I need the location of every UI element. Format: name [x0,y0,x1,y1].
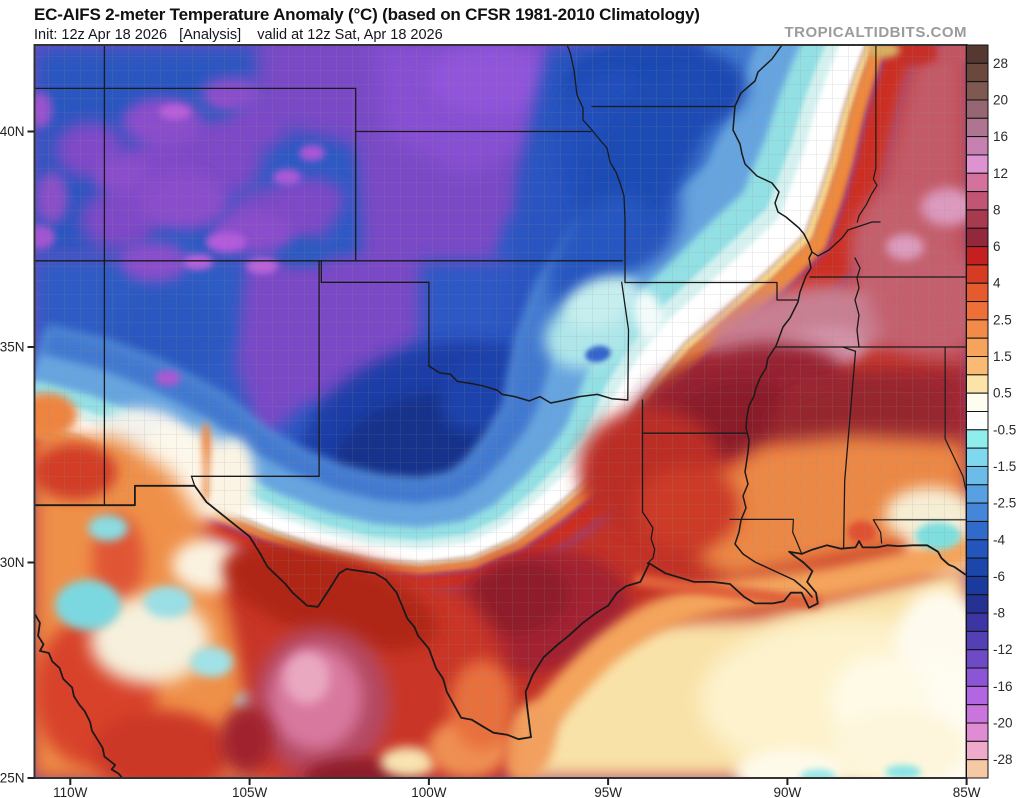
svg-text:-28: -28 [993,752,1013,767]
svg-text:1.5: 1.5 [993,349,1012,364]
svg-text:-6: -6 [993,569,1005,584]
svg-text:0.5: 0.5 [993,386,1012,401]
svg-text:25N: 25N [0,771,25,786]
svg-text:35N: 35N [0,340,25,355]
svg-text:-12: -12 [993,642,1013,657]
svg-text:-4: -4 [993,532,1005,547]
svg-text:110W: 110W [53,785,88,798]
svg-text:4: 4 [993,276,1001,291]
svg-text:16: 16 [993,129,1008,144]
svg-text:12: 12 [993,166,1008,181]
svg-text:2.5: 2.5 [993,312,1012,327]
svg-text:-2.5: -2.5 [993,496,1016,511]
svg-text:8: 8 [993,202,1001,217]
svg-text:40N: 40N [0,124,25,139]
svg-text:30N: 30N [0,555,25,570]
svg-text:-16: -16 [993,679,1013,694]
svg-text:6: 6 [993,239,1001,254]
svg-text:105W: 105W [232,785,268,798]
svg-text:100W: 100W [411,785,447,798]
svg-text:85W: 85W [953,785,981,798]
svg-text:90W: 90W [774,785,802,798]
svg-text:20: 20 [993,93,1008,108]
svg-text:28: 28 [993,56,1008,71]
svg-text:-0.5: -0.5 [993,422,1016,437]
svg-text:-1.5: -1.5 [993,459,1016,474]
svg-text:-20: -20 [993,716,1013,731]
svg-text:95W: 95W [594,785,622,798]
svg-text:-8: -8 [993,606,1005,621]
